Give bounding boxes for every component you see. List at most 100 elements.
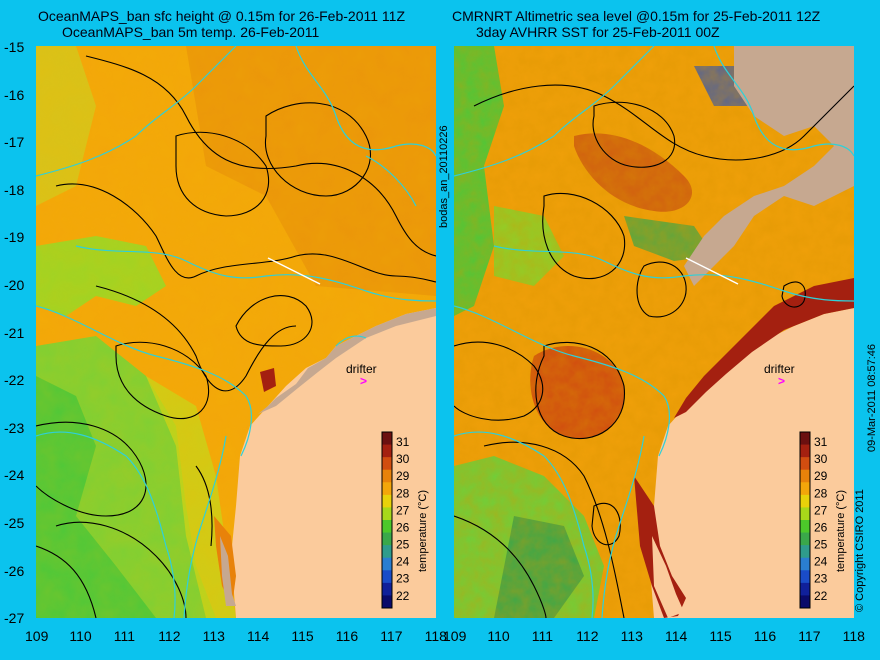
right-coastal-hot bbox=[674, 278, 854, 418]
colorbar-swatch bbox=[382, 595, 392, 609]
colorbar-tick-label: 31 bbox=[814, 435, 828, 449]
colorbar-tick-label: 28 bbox=[396, 486, 410, 500]
lon-tick-label: 116 bbox=[753, 628, 777, 644]
colorbar-swatch bbox=[800, 494, 810, 508]
colorbar-swatch bbox=[800, 545, 810, 559]
left-title-line1: OceanMAPS_ban sfc height @ 0.15m for 26-… bbox=[38, 8, 406, 24]
colorbar-title: temperature (°C) bbox=[835, 490, 847, 572]
colorbar-swatch bbox=[382, 494, 392, 508]
lat-tick-label: -16 bbox=[4, 86, 25, 103]
colorbar-swatch bbox=[800, 482, 810, 496]
colorbar-swatch bbox=[382, 432, 392, 446]
colorbar-swatch bbox=[382, 469, 392, 483]
right-drifter-label: drifter bbox=[764, 362, 795, 376]
colorbar-title: temperature (°C) bbox=[417, 490, 429, 572]
colorbar-swatch bbox=[382, 457, 392, 471]
right-title-line2: 3day AVHRR SST for 25-Feb-2011 00Z bbox=[476, 24, 720, 40]
colorbar-swatch bbox=[382, 520, 392, 534]
colorbar-tick-label: 31 bbox=[396, 435, 410, 449]
right-drifter-arrow-icon: > bbox=[778, 374, 786, 388]
lon-tick-label: 111 bbox=[531, 628, 554, 644]
colorbar-tick-label: 26 bbox=[396, 520, 410, 534]
right-map-panel[interactable]: 31 30 29 28 27 26 25 24 23 22 temperature (°C) bbox=[454, 46, 854, 618]
left-map-panel[interactable]: 31 30 29 28 27 26 25 24 23 22 temperature (°C) bbox=[36, 46, 436, 618]
colorbar-tick-label: 30 bbox=[396, 452, 410, 466]
right-track-line bbox=[685, 257, 739, 285]
copyright-label: © Copyright CSIRO 2011 bbox=[854, 489, 866, 612]
lon-tick-label: 112 bbox=[576, 628, 599, 644]
colorbar-tick-label: 29 bbox=[814, 469, 828, 483]
colorbar-tick-label: 22 bbox=[814, 589, 828, 603]
lon-tick-label: 109 bbox=[25, 628, 49, 644]
left-title-line2: OceanMAPS_ban 5m temp. 26-Feb-2011 bbox=[62, 24, 320, 40]
colorbar-tick-label: 26 bbox=[814, 520, 828, 534]
colorbar-tick-label: 28 bbox=[814, 486, 828, 500]
colorbar-swatch bbox=[382, 582, 392, 596]
right-colorbar: 31 30 29 28 27 26 25 24 23 22 temperature (°C) bbox=[799, 431, 847, 609]
colorbar-swatch bbox=[800, 469, 810, 483]
colorbar-swatch bbox=[800, 595, 810, 609]
colorbar-swatch bbox=[382, 557, 392, 571]
colorbar-swatch bbox=[800, 557, 810, 571]
lon-tick-label: 110 bbox=[487, 628, 510, 644]
lon-tick-label: 115 bbox=[291, 628, 314, 644]
right-title-line1: CMRNRT Altimetric sea level @0.15m for 2… bbox=[452, 8, 821, 24]
left-bathy-contours bbox=[36, 46, 436, 618]
lon-tick-label: 114 bbox=[665, 628, 688, 644]
lat-tick-label: -18 bbox=[4, 181, 25, 198]
colorbar-tick-label: 30 bbox=[814, 452, 828, 466]
lon-tick-label: 114 bbox=[247, 628, 270, 644]
colorbar-swatch bbox=[800, 532, 810, 546]
colorbar-tick-label: 23 bbox=[396, 572, 410, 586]
right-cloud-mask-2 bbox=[774, 46, 854, 106]
lat-tick-label: -19 bbox=[4, 229, 25, 246]
right-bathy-contours bbox=[454, 46, 854, 618]
colorbar-border bbox=[799, 431, 811, 609]
lon-tick-label: 110 bbox=[69, 628, 92, 644]
colorbar-tick-label: 25 bbox=[814, 538, 828, 552]
lon-tick-label: 115 bbox=[709, 628, 732, 644]
lat-tick-label: -26 bbox=[4, 562, 25, 579]
right-ssh-contours bbox=[454, 84, 854, 618]
colorbar-tick-label: 27 bbox=[396, 503, 410, 517]
colorbar-swatch bbox=[800, 507, 810, 521]
lat-tick-label: -20 bbox=[4, 277, 25, 293]
colorbar-tick-label: 27 bbox=[814, 503, 828, 517]
colorbar-tick-label: 25 bbox=[396, 538, 410, 552]
lon-tick-label: 117 bbox=[798, 628, 821, 644]
left-coastal-warm bbox=[260, 368, 276, 392]
left-ssh-contours bbox=[36, 55, 436, 618]
colorbar-tick-label: 23 bbox=[814, 572, 828, 586]
left-peninsula bbox=[220, 536, 236, 606]
lon-tick-label: 112 bbox=[158, 628, 181, 644]
colorbar-tick-label: 22 bbox=[396, 589, 410, 603]
colorbar-border bbox=[381, 431, 393, 609]
lon-tick-label: 111 bbox=[113, 628, 136, 644]
colorbar-swatch bbox=[382, 570, 392, 584]
lon-tick-label: 118 bbox=[424, 628, 447, 644]
lat-tick-label: -27 bbox=[4, 610, 25, 627]
lon-tick-label: 117 bbox=[380, 628, 403, 644]
colorbar-swatch bbox=[800, 432, 810, 446]
left-land-mask bbox=[258, 308, 436, 414]
run-id-label: bodas_an_20110226 bbox=[438, 125, 450, 228]
left-track-line bbox=[267, 257, 321, 285]
lon-tick-label: 113 bbox=[620, 628, 643, 644]
left-drifter-arrow-icon: > bbox=[360, 374, 368, 388]
timestamp-label: 09-Mar-2011 08:57:46 bbox=[866, 343, 878, 452]
colorbar-tick-label: 24 bbox=[814, 555, 828, 569]
lat-tick-label: -23 bbox=[4, 419, 25, 436]
lat-tick-label: -24 bbox=[4, 467, 25, 484]
lat-tick-label: -22 bbox=[4, 372, 25, 389]
colorbar-tick-label: 24 bbox=[396, 555, 410, 569]
colorbar-swatch bbox=[800, 570, 810, 584]
colorbar-swatch bbox=[382, 482, 392, 496]
lon-tick-label: 116 bbox=[335, 628, 359, 644]
colorbar-swatch bbox=[382, 444, 392, 458]
lat-tick-label: -17 bbox=[4, 134, 25, 151]
colorbar-swatch bbox=[382, 532, 392, 546]
colorbar-swatch bbox=[382, 507, 392, 521]
lon-tick-label: 118 bbox=[842, 628, 865, 644]
lon-tick-label: 113 bbox=[202, 628, 225, 644]
colorbar-swatch bbox=[800, 520, 810, 534]
